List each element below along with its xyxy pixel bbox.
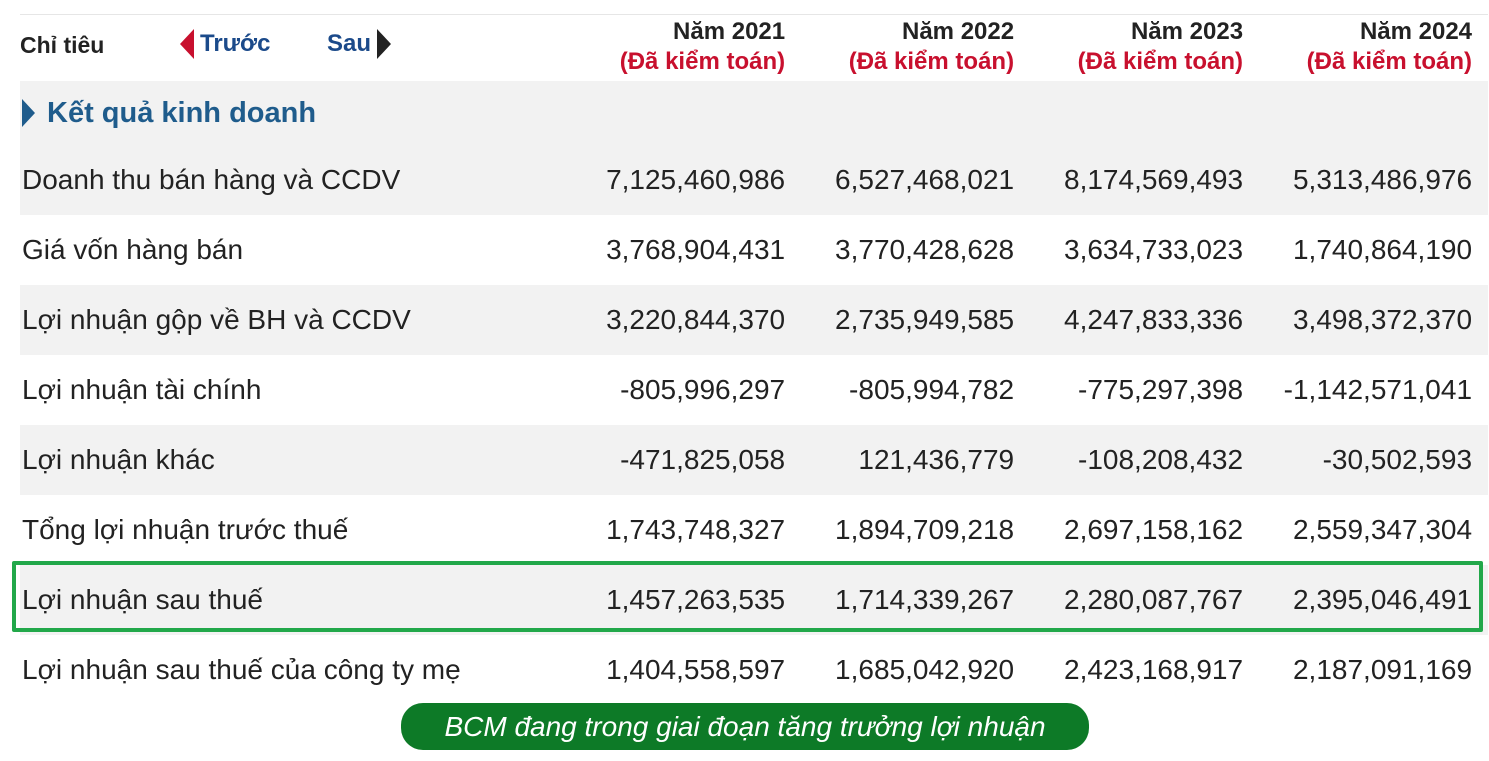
cell-value: -108,208,432 [1078,444,1244,475]
cell-value: 4,247,833,336 [1064,304,1244,335]
next-button[interactable]: Sau [327,29,392,59]
cell-value: 2,187,091,169 [1292,654,1473,685]
caption-text: BCM đang trong giai đoạn tăng trưởng lợi… [444,710,1046,742]
cell-value: -805,996,297 [620,374,786,405]
audit-label: (Đã kiểm toán) [619,48,786,75]
cell-value: 2,280,087,767 [1064,584,1244,615]
row-label: Tổng lợi nhuận trước thuế [22,514,349,545]
cell-value: 3,768,904,431 [606,234,786,265]
cell-value: 3,634,733,023 [1064,234,1244,265]
cell-value: 1,743,748,327 [606,514,786,545]
table-row: Lợi nhuận gộp về BH và CCDV 3,220,844,37… [20,285,1488,355]
cell-value: -775,297,398 [1078,374,1244,405]
table-row-highlighted: Lợi nhuận sau thuế 1,457,263,535 1,714,3… [20,565,1488,635]
cell-value: 2,423,168,917 [1064,654,1244,685]
cell-value: -471,825,058 [620,444,786,475]
table-body: Doanh thu bán hàng và CCDV 7,125,460,986… [20,145,1488,705]
table-header: Chỉ tiêu Trước Sau Năm 2021 (Đã kiểm toá… [20,14,1488,81]
cell-value: 2,395,046,491 [1292,584,1473,615]
header-label: Chỉ tiêu [20,31,105,58]
triangle-right-icon [377,29,392,59]
section-title: Kết quả kinh doanh [47,96,317,129]
cell-value: 5,313,486,976 [1292,164,1473,195]
cell-value: 3,220,844,370 [606,304,786,335]
audit-label: (Đã kiểm toán) [1306,48,1473,75]
financial-table: Chỉ tiêu Trước Sau Năm 2021 (Đã kiểm toá… [20,14,1488,705]
cell-value: 6,527,468,021 [835,164,1015,195]
cell-value: 1,714,339,267 [835,584,1015,615]
section-header[interactable]: Kết quả kinh doanh [20,81,1488,145]
row-label: Doanh thu bán hàng và CCDV [22,164,401,195]
year-header-2023: Năm 2023 (Đã kiểm toán) [1030,15,1259,81]
cell-value: 1,740,864,190 [1292,234,1473,265]
cell-value: 1,404,558,597 [606,654,786,685]
cell-value: 3,498,372,370 [1292,304,1473,335]
cell-value: 3,770,428,628 [835,234,1015,265]
prev-button[interactable]: Trước [180,29,270,59]
cell-value: 1,685,042,920 [835,654,1015,685]
year-header-2022: Năm 2022 (Đã kiểm toán) [801,15,1030,81]
table-row: Giá vốn hàng bán 3,768,904,431 3,770,428… [20,215,1488,285]
row-label: Lợi nhuận tài chính [22,374,262,405]
triangle-left-icon [180,29,194,59]
table-row: Lợi nhuận khác -471,825,058 121,436,779 … [20,425,1488,495]
cell-value: 1,457,263,535 [606,584,786,615]
audit-label: (Đã kiểm toán) [1077,48,1244,75]
audit-label: (Đã kiểm toán) [848,48,1015,75]
prev-label: Trước [200,30,271,57]
year-header-2024: Năm 2024 (Đã kiểm toán) [1259,15,1488,81]
year-label: Năm 2021 [673,18,786,45]
triangle-right-icon [22,99,35,127]
row-label: Lợi nhuận sau thuế của công ty mẹ [22,654,461,685]
year-label: Năm 2022 [902,18,1015,45]
cell-value: 1,894,709,218 [835,514,1015,545]
cell-value: -1,142,571,041 [1283,374,1473,405]
cell-value: -30,502,593 [1322,444,1473,475]
cell-value: 121,436,779 [858,444,1015,475]
year-label: Năm 2023 [1130,18,1244,45]
year-label: Năm 2024 [1359,18,1473,45]
table-row: Doanh thu bán hàng và CCDV 7,125,460,986… [20,145,1488,215]
row-label: Lợi nhuận gộp về BH và CCDV [22,304,411,335]
cell-value: 2,559,347,304 [1292,514,1473,545]
cell-value: -805,994,782 [849,374,1015,405]
row-label: Lợi nhuận khác [22,444,215,475]
caption-banner: BCM đang trong giai đoạn tăng trưởng lợi… [401,703,1089,750]
table-row: Lợi nhuận sau thuế của công ty mẹ 1,404,… [20,635,1488,705]
header-label-cell: Chỉ tiêu Trước Sau [20,15,572,81]
row-label: Lợi nhuận sau thuế [22,584,263,615]
next-label: Sau [327,30,372,57]
year-header-2021: Năm 2021 (Đã kiểm toán) [572,15,801,81]
row-label: Giá vốn hàng bán [22,234,244,265]
cell-value: 8,174,569,493 [1064,164,1244,195]
table-row: Lợi nhuận tài chính -805,996,297 -805,99… [20,355,1488,425]
table-row: Tổng lợi nhuận trước thuế 1,743,748,327 … [20,495,1488,565]
cell-value: 7,125,460,986 [606,164,786,195]
cell-value: 2,735,949,585 [835,304,1015,335]
cell-value: 2,697,158,162 [1064,514,1244,545]
